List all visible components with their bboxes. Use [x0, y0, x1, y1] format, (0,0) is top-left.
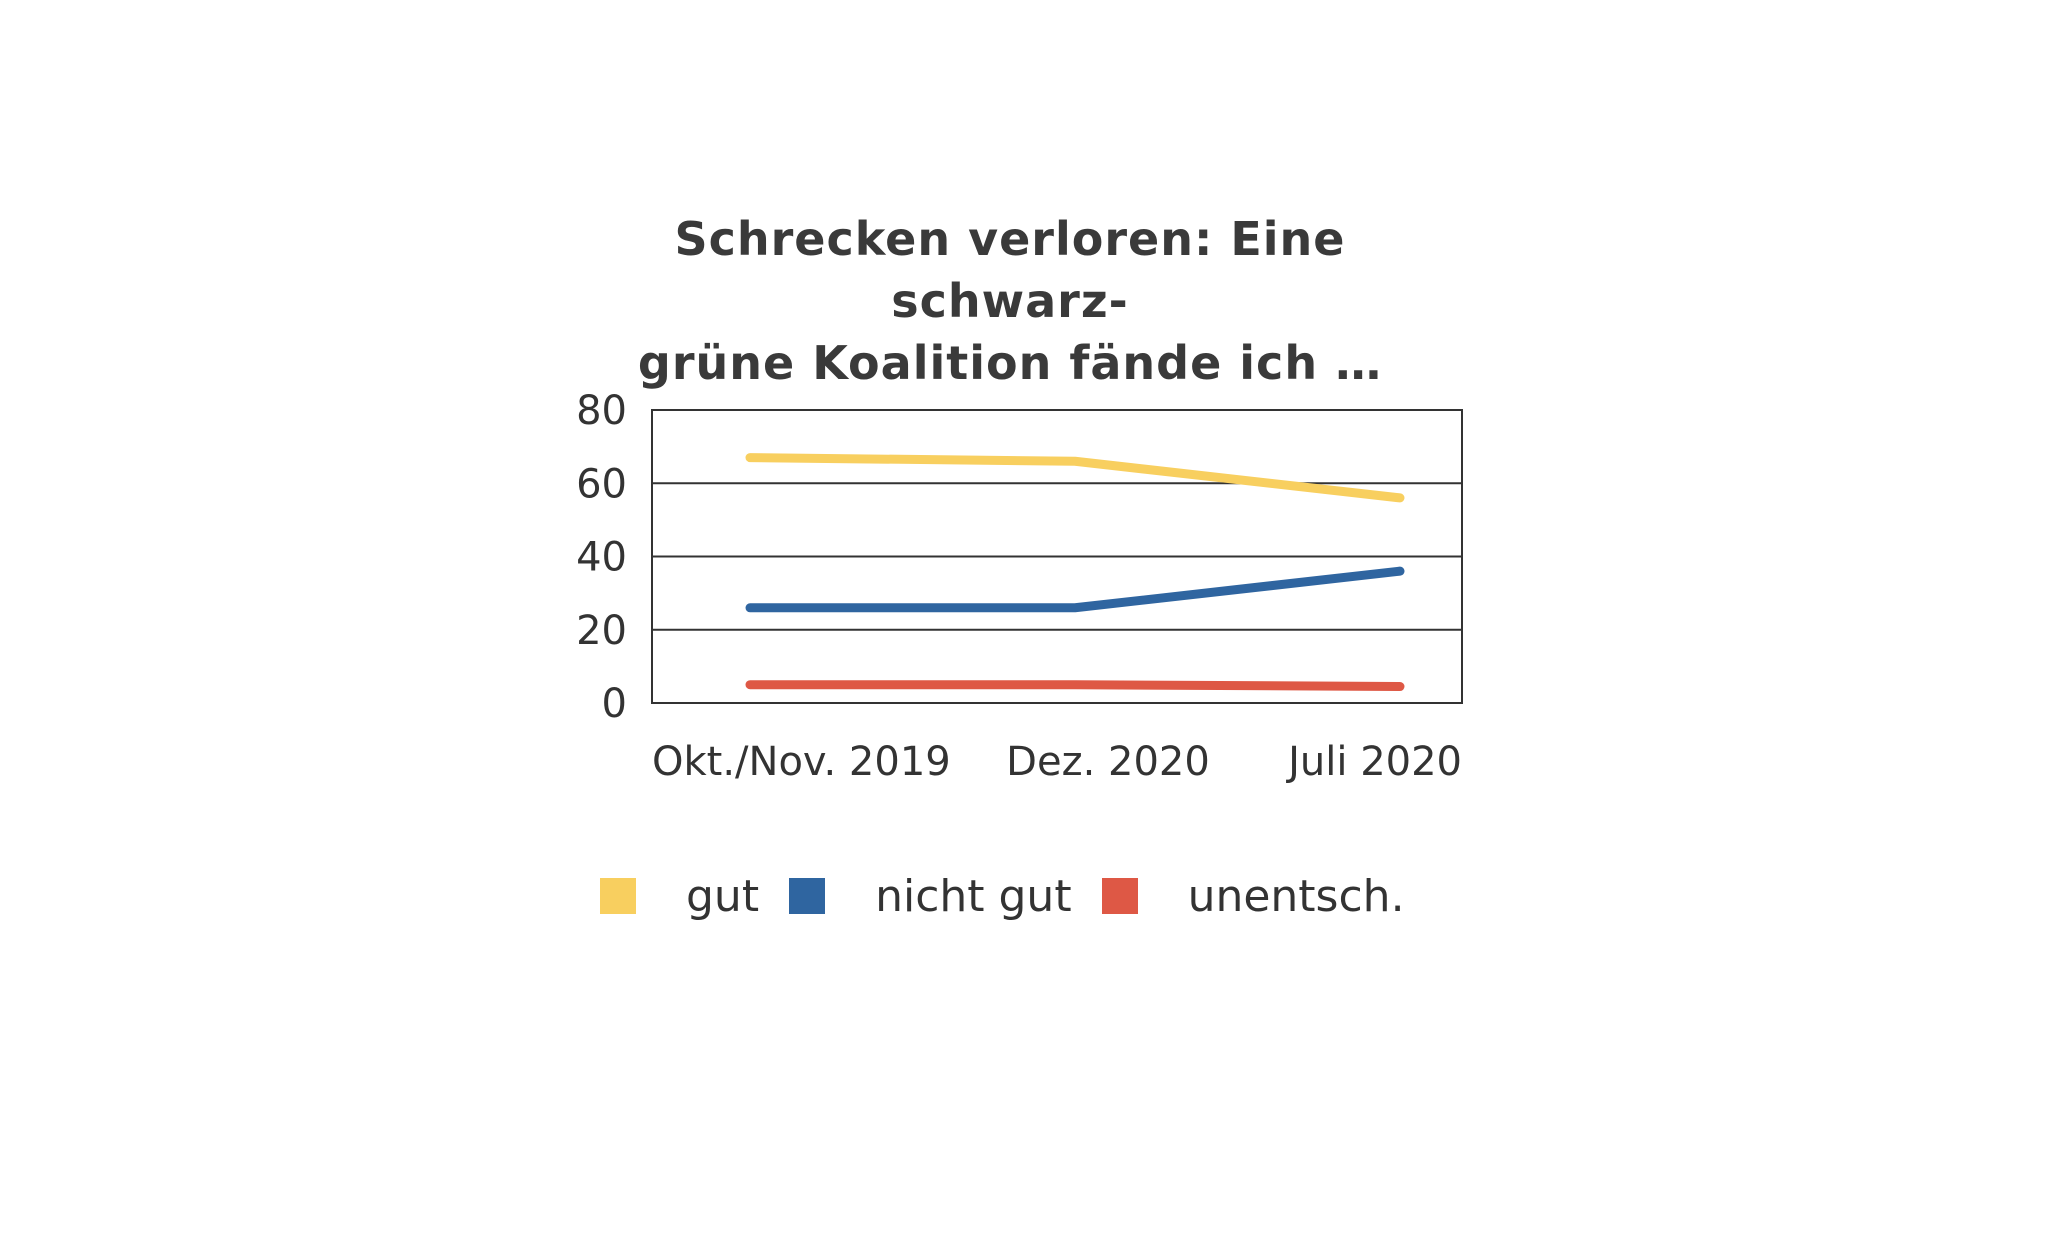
legend: gut nicht gut unentsch.	[600, 866, 1435, 926]
y-tick-label: 40	[576, 535, 627, 581]
x-tick-label: Juli 2020	[1285, 739, 1462, 785]
y-tick-label: 60	[576, 461, 627, 507]
series-line-gut	[745, 453, 1405, 503]
legend-swatch-unentsch	[1101, 878, 1138, 914]
legend-label-unentsch: unentsch.	[1187, 870, 1405, 922]
x-tick-label: Dez. 2020	[1006, 739, 1210, 785]
legend-label-gut: gut	[686, 870, 760, 922]
legend-item-gut: gut	[600, 871, 759, 922]
legend-item-unentsch: unentsch.	[1101, 870, 1405, 922]
gridlines	[652, 482, 1462, 631]
y-tick-label: 80	[576, 388, 627, 434]
x-tick-label: Okt./Nov. 2019	[652, 739, 951, 785]
plot-frame	[651, 409, 1463, 704]
chart-title: Schrecken verloren: Eine schwarz- grüne …	[560, 208, 1460, 394]
legend-label-nicht-gut: nicht gut	[875, 870, 1072, 922]
x-axis-ticks: Okt./Nov. 2019 Dez. 2020 Juli 2020	[652, 739, 1462, 785]
series-lines	[745, 453, 1405, 692]
y-tick-label: 0	[602, 681, 627, 727]
legend-item-nicht-gut: nicht gut	[789, 871, 1072, 922]
y-tick-label: 20	[576, 608, 627, 654]
series-line-unentsch	[745, 680, 1405, 692]
chart-title-line-2: grüne Koalition fände ich …	[637, 336, 1383, 390]
series-line-nicht-gut	[745, 566, 1405, 613]
legend-swatch-gut	[600, 878, 636, 914]
y-axis-ticks: 0 20 40 60 80	[576, 388, 627, 727]
legend-swatch-nicht-gut	[789, 878, 826, 914]
chart-title-line-1: Schrecken verloren: Eine schwarz-	[674, 212, 1346, 328]
